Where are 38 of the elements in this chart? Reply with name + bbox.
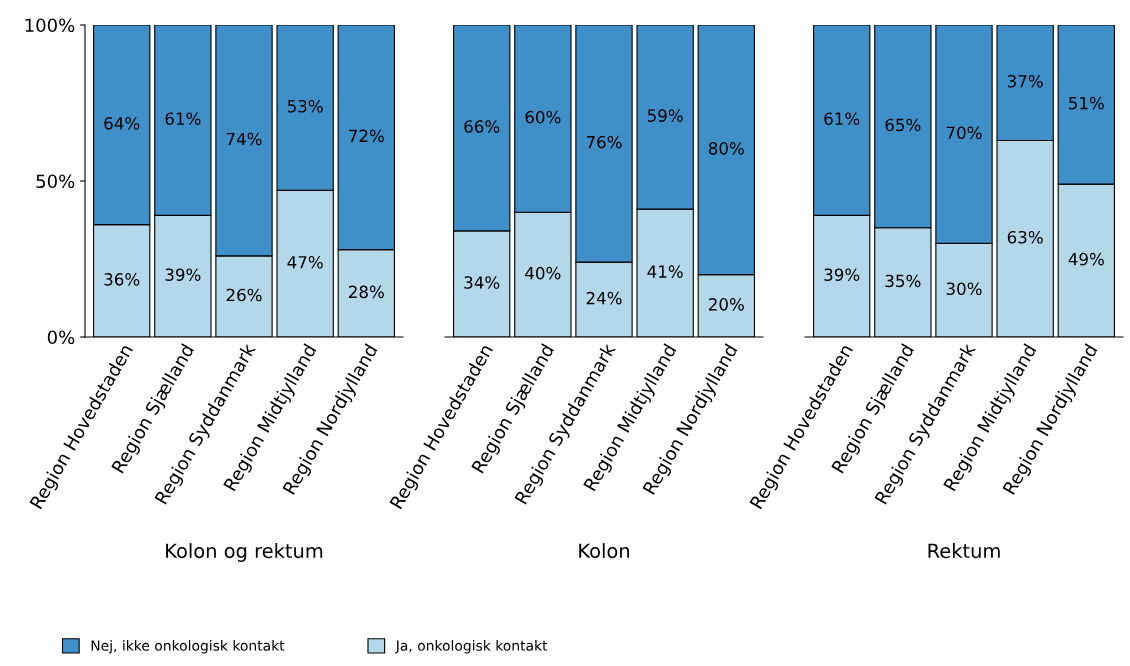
data-label: 20% xyxy=(709,298,744,311)
legend-label: Nej, ikke onkologisk kontakt xyxy=(91,640,285,654)
data-label: 64% xyxy=(104,117,140,130)
data-label: 60% xyxy=(525,110,561,124)
data-label: 41% xyxy=(647,265,683,278)
data-label: 47% xyxy=(287,255,323,269)
data-label: 34% xyxy=(464,276,500,289)
data-label: 53% xyxy=(287,99,323,113)
data-label: 36% xyxy=(104,273,140,286)
data-label: 51% xyxy=(1069,96,1104,110)
x-axis-title: Rektum xyxy=(928,543,1000,559)
data-label: 24% xyxy=(586,291,622,305)
legend-label: Ja, onkologisk kontakt xyxy=(395,640,548,654)
data-label: 65% xyxy=(885,118,921,132)
x-axis-title: Kolon xyxy=(579,543,629,559)
x-axis-title: Kolon og rektum xyxy=(166,543,323,562)
data-label: 59% xyxy=(647,109,683,122)
data-label: 37% xyxy=(1007,74,1043,88)
data-label: 76% xyxy=(586,135,622,149)
data-label: 80% xyxy=(708,142,744,155)
data-label: 61% xyxy=(824,112,860,125)
data-label: 70% xyxy=(946,126,982,140)
data-label: 40% xyxy=(525,266,561,280)
y-tick-label: 100% xyxy=(25,18,75,33)
data-label: 35% xyxy=(885,274,921,288)
data-label: 49% xyxy=(1068,252,1104,266)
data-label: 72% xyxy=(349,129,384,143)
data-label: 66% xyxy=(464,120,500,133)
data-label: 28% xyxy=(349,285,384,299)
data-label: 39% xyxy=(824,268,860,281)
data-label: 63% xyxy=(1007,230,1043,244)
data-label: 61% xyxy=(165,112,201,125)
data-label: 39% xyxy=(165,268,201,281)
data-label: 30% xyxy=(946,282,982,296)
y-tick-label: 0% xyxy=(47,330,75,345)
y-tick-label: 50% xyxy=(36,174,75,189)
data-label: 74% xyxy=(226,132,262,146)
data-label: 26% xyxy=(226,288,262,302)
